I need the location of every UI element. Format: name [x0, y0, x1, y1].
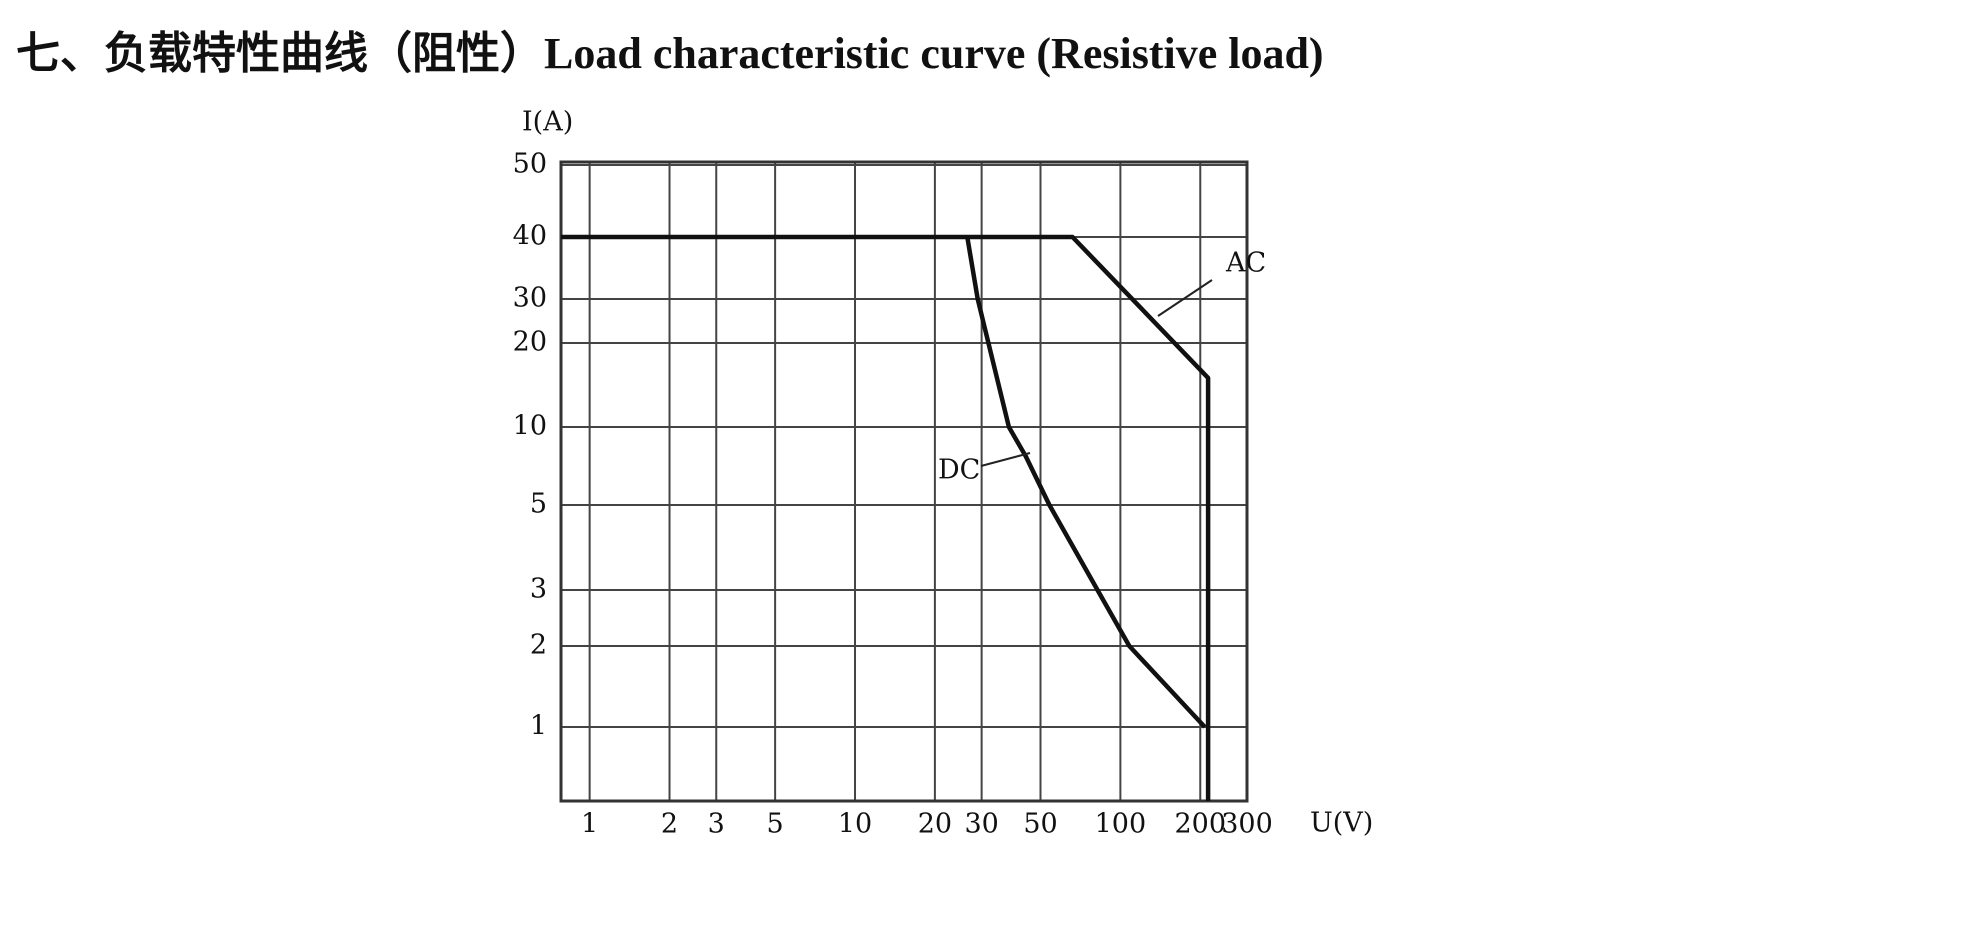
legend-label: DC [938, 455, 980, 486]
series-line [965, 236, 1207, 729]
x-tick-label: 30 [964, 809, 998, 840]
y-tick-label: 3 [530, 574, 547, 605]
plot-frame [559, 160, 1249, 803]
y-tick-label: 40 [513, 221, 547, 252]
x-axis-label: U(V) [1310, 808, 1373, 839]
x-tick-label: 100 [1095, 809, 1147, 840]
x-tick-label: 200 [1174, 809, 1226, 840]
chart-title: 七、负载特性曲线（阻性）Load characteristic curve (R… [16, 29, 1324, 78]
y-tick-label: 10 [513, 411, 547, 442]
x-tick-label: 5 [767, 809, 784, 840]
x-tick-label: 50 [1023, 809, 1057, 840]
x-tick-label: 300 [1221, 809, 1273, 840]
series-line [561, 234, 1211, 801]
y-tick-label: 2 [530, 630, 547, 661]
y-axis-label: I(A) [522, 107, 573, 138]
x-tick-label: 20 [918, 809, 952, 840]
callout-line [1157, 279, 1213, 317]
callout-line [980, 452, 1031, 467]
y-tick-label: 1 [530, 711, 547, 742]
x-tick-label: 10 [838, 809, 872, 840]
x-tick-label: 1 [581, 809, 598, 840]
y-tick-label: 30 [513, 283, 547, 314]
legend-label: AC [1225, 248, 1266, 279]
y-tick-label: 20 [513, 327, 547, 358]
y-tick-label: 50 [513, 149, 547, 180]
x-tick-label: 2 [661, 809, 678, 840]
y-tick-label: 5 [530, 489, 547, 520]
x-tick-label: 3 [708, 809, 725, 840]
